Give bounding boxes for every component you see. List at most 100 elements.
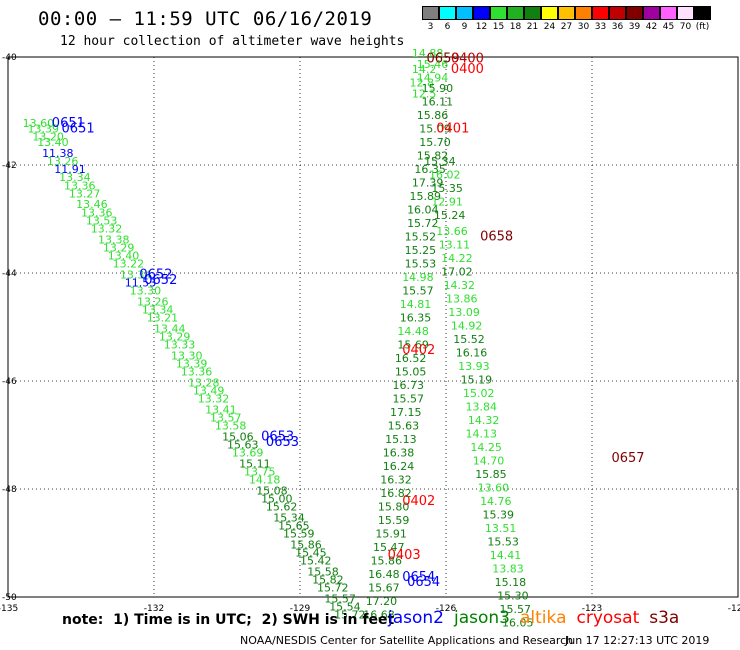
colorbar-label: 36 xyxy=(611,22,624,32)
y-tick-label: -50 xyxy=(2,593,17,603)
swh-value: 15.52 xyxy=(405,231,437,244)
swh-value: 16.16 xyxy=(456,347,488,360)
colorbar-swatch xyxy=(541,6,558,20)
swh-value: 13.66 xyxy=(436,225,468,238)
swh-value: 13.21 xyxy=(147,312,179,325)
swh-value: 13.32 xyxy=(198,393,230,406)
swh-value: 15.89 xyxy=(410,190,442,203)
swh-value: 13.30 xyxy=(171,349,203,362)
chart-title: 00:00 – 11:59 UTC 06/16/2019 xyxy=(38,8,373,30)
swh-value: 15.90 xyxy=(422,82,454,95)
time-label: 0652 xyxy=(144,273,177,288)
time-label: 0659 xyxy=(427,51,460,66)
y-tick-label: -44 xyxy=(2,269,17,279)
swh-value: 17.20 xyxy=(366,595,398,608)
colorbar-swatch xyxy=(575,6,592,20)
swh-value: 15.05 xyxy=(395,366,427,379)
swh-value: 14.88 xyxy=(412,47,444,60)
time-label: 0654 xyxy=(407,575,440,590)
swh-value: 14.81 xyxy=(400,298,432,311)
colorbar-swatch xyxy=(694,6,711,20)
swh-value: 13.29 xyxy=(159,331,191,344)
swh-value: 16.24 xyxy=(383,460,415,473)
x-tick-label: -129 xyxy=(290,604,311,614)
swh-value: 17.39 xyxy=(412,177,444,190)
time-label: 0401 xyxy=(436,122,469,137)
swh-value: 15.46 xyxy=(417,58,449,71)
time-label: 0652 xyxy=(139,267,172,282)
swh-value: 13.58 xyxy=(215,420,247,433)
swh-value: 16.05 xyxy=(502,617,534,630)
swh-value: 14.48 xyxy=(397,325,429,338)
colorbar-label: 3 xyxy=(427,22,434,32)
swh-value: 15.82 xyxy=(312,574,344,587)
swh-value: 13.29 xyxy=(103,241,134,254)
swh-value: 13.26 xyxy=(137,295,169,308)
swh-value: 13.53 xyxy=(86,214,118,227)
swh-value: 14.2 xyxy=(412,63,437,76)
swh-value: 13.39 xyxy=(176,358,208,371)
colorbar-label: (ft) xyxy=(695,22,710,32)
x-tick-label: -135 xyxy=(0,604,18,614)
footer-credit: NOAA/NESDIS Center for Satellite Applica… xyxy=(240,634,574,647)
chart-subtitle: 12 hour collection of altimeter wave hei… xyxy=(60,34,405,49)
swh-value: 13.75 xyxy=(244,466,275,479)
swh-value: 15.85 xyxy=(475,468,507,481)
swh-value: 15.86 xyxy=(371,555,403,568)
swh-value: 16.52 xyxy=(395,352,427,365)
swh-value: 13.38 xyxy=(98,233,129,246)
swh-value: 15.86 xyxy=(417,109,449,122)
swh-value: 15.69 xyxy=(397,339,429,352)
y-tick-label: -46 xyxy=(2,377,17,387)
colorbar-swatch xyxy=(524,6,541,20)
swh-value: 14.76 xyxy=(480,495,512,508)
swh-values: 14.8815.4614.214.9412.815.9012.516.1115.… xyxy=(23,47,534,630)
swh-value: 15.72 xyxy=(407,217,439,230)
colorbar-label: 9 xyxy=(461,22,468,32)
map-grid xyxy=(8,57,738,597)
swh-value: 16.48 xyxy=(368,568,400,581)
swh-value: 14.94 xyxy=(417,71,449,84)
colorbar-swatch xyxy=(507,6,524,20)
swh-value: 13.40 xyxy=(108,250,139,263)
swh-value: 13.32 xyxy=(91,223,123,236)
swh-value: 15.45 xyxy=(295,547,327,560)
y-tick-label: -48 xyxy=(2,485,17,495)
swh-value: 15.35 xyxy=(431,182,463,195)
time-label: 0653 xyxy=(266,435,299,450)
swh-value: 15.80 xyxy=(378,501,410,514)
colorbar-swatch xyxy=(643,6,660,20)
time-label: 0400 xyxy=(451,62,484,77)
satellite-jason3: jason3 xyxy=(454,608,510,628)
swh-value: 16.38 xyxy=(383,447,415,460)
swh-value: 16.35 xyxy=(400,312,432,325)
map-border xyxy=(7,56,739,598)
time-label: 0658 xyxy=(480,230,513,245)
y-tick-label: -42 xyxy=(2,161,17,171)
swh-value: 13.34 xyxy=(59,171,91,184)
colorbar-swatch xyxy=(660,6,677,20)
swh-value: 15.57 xyxy=(392,393,424,406)
swh-value: 16.35 xyxy=(414,163,446,176)
time-label: 0654 xyxy=(402,570,435,585)
swh-value: 13.86 xyxy=(446,293,478,306)
swh-value: 15.08 xyxy=(256,484,288,497)
satellite-s3a: s3a xyxy=(649,608,680,628)
swh-value: 13.44 xyxy=(154,322,186,335)
satellite-legend: jason2 jason3 altika cryosat s3a xyxy=(388,608,689,628)
swh-value: 13.33 xyxy=(164,339,196,352)
swh-value: 13.57 xyxy=(210,412,242,425)
colorbar-swatch xyxy=(456,6,473,20)
swh-value: 15.11 xyxy=(239,457,271,470)
swh-value: 15.70 xyxy=(419,136,451,149)
colorbar-label: 39 xyxy=(628,22,641,32)
swh-value: 13.11 xyxy=(439,239,471,252)
colorbar-swatch xyxy=(626,6,643,20)
swh-value: 12.8 xyxy=(410,77,435,90)
swh-value: 15.82 xyxy=(417,150,449,163)
swh-value: 14.41 xyxy=(490,549,522,562)
swh-value: 16.02 xyxy=(429,169,461,182)
swh-value: 13.26 xyxy=(47,155,79,168)
